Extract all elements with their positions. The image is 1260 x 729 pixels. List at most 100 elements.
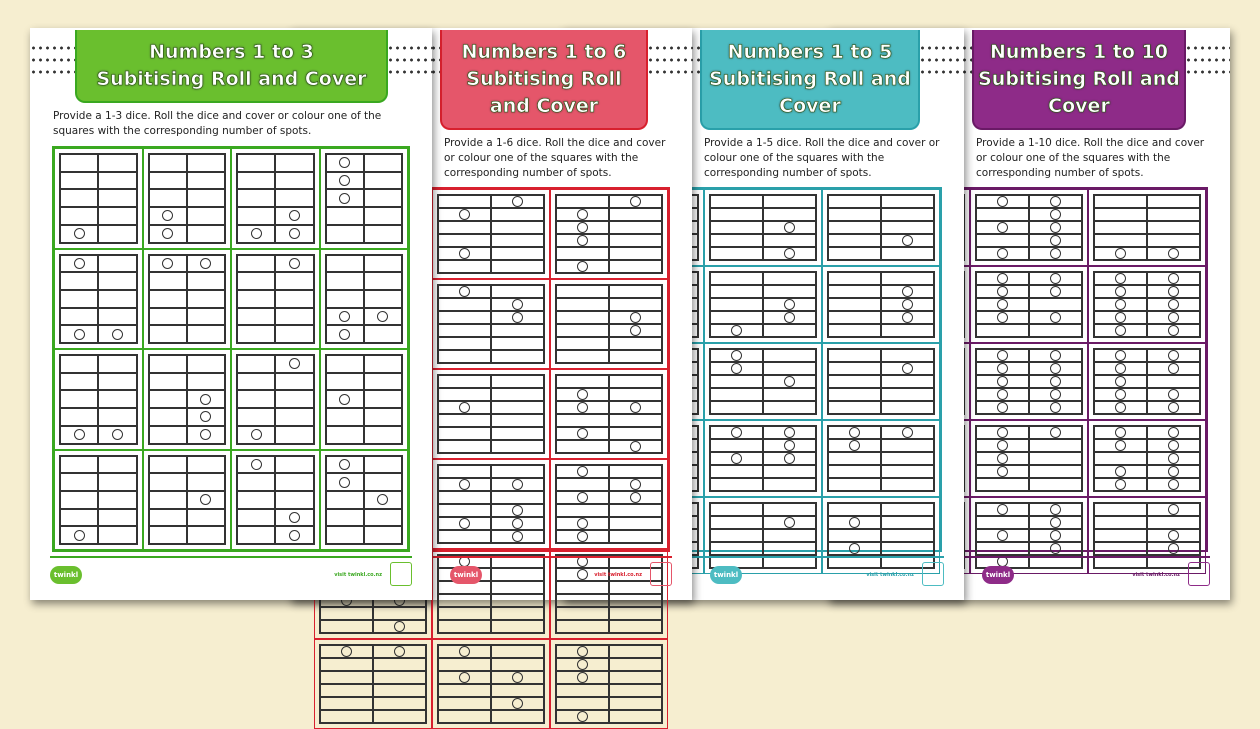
dice-square [148, 307, 187, 326]
dice-square [1147, 503, 1200, 516]
spot-icon [1115, 325, 1126, 336]
dice-cell[interactable] [319, 349, 408, 450]
dice-cell[interactable] [970, 497, 1088, 574]
dice-square [763, 234, 816, 247]
dice-square [828, 362, 881, 375]
spot-icon [1115, 312, 1126, 323]
dice-cell[interactable] [822, 420, 940, 497]
dice-square [373, 658, 426, 671]
dice-square [60, 272, 99, 290]
dice-card [555, 284, 663, 364]
dice-cell[interactable] [550, 639, 668, 729]
dice-square [186, 254, 225, 273]
dice-cell[interactable] [432, 639, 550, 729]
dice-cell[interactable] [970, 189, 1088, 266]
dice-square [491, 195, 544, 208]
dice-square [275, 254, 314, 273]
dice-cell[interactable] [550, 549, 668, 639]
dice-cell[interactable] [54, 148, 143, 249]
dice-cell[interactable] [142, 349, 231, 450]
dice-cell[interactable] [550, 279, 668, 369]
dice-card [236, 153, 315, 244]
dice-square [320, 620, 373, 633]
dice-square [1147, 272, 1200, 285]
spot-icon [577, 466, 588, 477]
dice-cell[interactable] [550, 189, 668, 279]
dice-cell[interactable] [314, 639, 432, 729]
dice-cell[interactable] [704, 420, 822, 497]
dice-cell[interactable] [970, 266, 1088, 343]
dice-cell[interactable] [1088, 343, 1206, 420]
spot-icon [459, 646, 470, 657]
dice-cell[interactable] [142, 449, 231, 550]
dice-cell[interactable] [704, 343, 822, 420]
dice-cell[interactable] [319, 449, 408, 550]
dice-square [1029, 298, 1082, 311]
dice-square [438, 478, 491, 491]
dice-cell[interactable] [1088, 266, 1206, 343]
dice-square [363, 189, 402, 208]
dice-square [148, 189, 187, 208]
dice-cell[interactable] [231, 248, 320, 349]
dice-square [98, 272, 137, 290]
dice-cell[interactable] [142, 148, 231, 249]
dice-square [881, 439, 934, 452]
dice-cell[interactable] [704, 266, 822, 343]
dice-square [609, 607, 662, 620]
dice-cell[interactable] [319, 148, 408, 249]
spot-icon [577, 235, 588, 246]
footer: twinkl visit twinkl.co.nz [50, 556, 412, 600]
spot-icon [902, 299, 913, 310]
dice-cell[interactable] [1088, 497, 1206, 574]
dice-square [98, 372, 137, 391]
dice-cell[interactable] [550, 369, 668, 459]
dice-cell[interactable] [231, 148, 320, 249]
dice-cell[interactable] [822, 497, 940, 574]
dice-cell[interactable] [1088, 420, 1206, 497]
dice-cell[interactable] [231, 449, 320, 550]
spot-icon [339, 157, 351, 169]
spot-icon [288, 529, 300, 541]
dice-cell[interactable] [550, 459, 668, 549]
dice-cell[interactable] [970, 343, 1088, 420]
dice-card [827, 194, 935, 261]
dice-square [881, 221, 934, 234]
dice-square [98, 355, 137, 373]
dice-cell[interactable] [54, 449, 143, 550]
dice-cell[interactable] [822, 343, 940, 420]
spot-icon [1115, 479, 1126, 490]
spot-icon [731, 363, 742, 374]
dice-cell[interactable] [231, 349, 320, 450]
dice-square [976, 221, 1029, 234]
dice-cell[interactable] [970, 420, 1088, 497]
dice-square [710, 234, 763, 247]
dice-cell[interactable] [432, 189, 550, 279]
spot-icon [577, 428, 588, 439]
dice-square [1147, 516, 1200, 529]
dice-cell[interactable] [822, 266, 940, 343]
dice-square [186, 171, 225, 190]
dice-square [491, 375, 544, 388]
dice-cell[interactable] [54, 248, 143, 349]
dice-cell[interactable] [432, 459, 550, 549]
dice-cell[interactable] [54, 349, 143, 450]
dice-cell[interactable] [432, 279, 550, 369]
dice-cell[interactable] [432, 369, 550, 459]
dice-square [609, 324, 662, 337]
dice-cell[interactable] [704, 189, 822, 266]
dice-cell[interactable] [822, 189, 940, 266]
dice-cell[interactable] [319, 248, 408, 349]
dice-square [491, 684, 544, 697]
dice-cell[interactable] [142, 248, 231, 349]
dice-square [363, 224, 402, 243]
dice-square [438, 414, 491, 427]
dice-card [236, 354, 315, 445]
dice-square [438, 440, 491, 453]
dice-square [828, 465, 881, 478]
dice-cell[interactable] [1088, 189, 1206, 266]
dice-square [275, 526, 314, 544]
dice-square [609, 375, 662, 388]
dice-card [324, 153, 403, 244]
spot-icon [339, 175, 351, 187]
dice-square [438, 350, 491, 363]
